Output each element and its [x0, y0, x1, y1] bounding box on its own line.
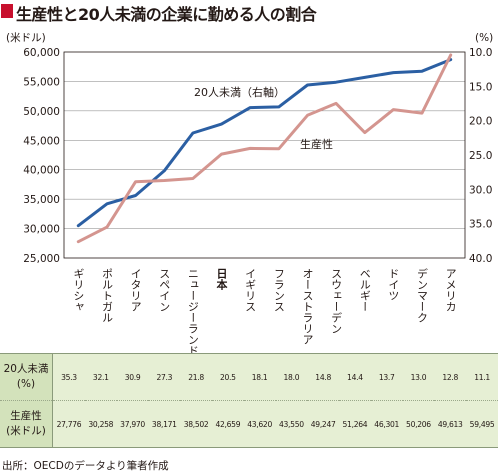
right-tick-label: 40.0 — [469, 253, 492, 265]
table-cell: 38,502 — [180, 400, 212, 448]
table-row-small-firm-share: 20人未満 (%) 35.3 32.1 30.9 27.3 21.8 20.5 … — [0, 353, 498, 401]
table-cell: 11.1 — [466, 353, 498, 401]
table-cell: 46,301 — [370, 400, 403, 448]
title-marker — [1, 4, 13, 18]
right-tick-label: 15.0 — [469, 81, 492, 93]
series-label-small-firm-share: 20人未満（右軸） — [194, 85, 285, 99]
table-cell: 18.1 — [243, 353, 276, 401]
left-tick-label: 35,000 — [23, 194, 60, 206]
table-cell: 38,171 — [148, 400, 181, 448]
data-table: 20人未満 (%) 35.3 32.1 30.9 27.3 21.8 20.5 … — [0, 353, 498, 448]
table-cell: 14.4 — [339, 353, 371, 401]
category-label: 日本 — [215, 268, 228, 291]
right-tick-label: 35.0 — [469, 219, 492, 231]
category-label: ポルトガル — [100, 268, 113, 323]
left-tick-label: 25,000 — [23, 253, 60, 265]
category-label: ニュージーランド — [186, 268, 199, 353]
plot-frame — [63, 51, 466, 259]
series-label-productivity: 生産性 — [300, 137, 333, 151]
chart-title: 生産性と20人未満の企業に勤める人の割合 — [16, 5, 317, 24]
series-line-productivity — [76, 53, 453, 244]
chart: 25,000 30,000 35,000 40,000 45,000 50,000 55,0… — [6, 31, 493, 353]
table-cell: 43,620 — [243, 400, 276, 448]
category-label: ギリシャ — [72, 268, 85, 312]
table-cell: 59,495 — [466, 400, 498, 448]
left-axis-unit: (米ドル) — [6, 31, 46, 44]
table-row-productivity: 生産性 (米ドル) 27,776 30,258 37,970 38,171 38… — [0, 400, 498, 448]
table-cell: 12.8 — [434, 353, 467, 401]
title-bar: 生産性と20人未満の企業に勤める人の割合 — [0, 0, 500, 24]
table-row-header: 生産性 (米ドル) — [0, 400, 53, 448]
table-cell: 30.9 — [116, 353, 149, 401]
category-label: アメリカ — [444, 268, 457, 312]
table-cell: 20.5 — [211, 353, 244, 401]
table-cell: 43,550 — [275, 400, 308, 448]
right-tick-label: 20.0 — [469, 116, 492, 128]
table-cell: 18.0 — [275, 353, 308, 401]
category-label: オーストラリア — [301, 268, 314, 345]
left-tick-label: 50,000 — [23, 106, 60, 118]
left-tick-label: 60,000 — [23, 47, 60, 59]
right-tick-label: 30.0 — [469, 184, 492, 196]
table-cell: 27,776 — [52, 400, 85, 448]
left-tick-label: 45,000 — [23, 135, 60, 147]
table-cell: 50,206 — [402, 400, 435, 448]
right-tick-label: 10.0 — [469, 47, 492, 59]
table-cell: 13.7 — [370, 353, 403, 401]
table-cell: 32.1 — [84, 353, 117, 401]
table-cell: 42,659 — [211, 400, 244, 448]
table-cell: 49,613 — [434, 400, 467, 448]
category-label: イギリス — [244, 268, 257, 312]
table-cell: 37,970 — [116, 400, 149, 448]
category-label: スペイン — [158, 268, 171, 312]
category-label: フランス — [272, 268, 285, 312]
table-cell: 51,264 — [339, 400, 371, 448]
table-cell: 14.8 — [307, 353, 340, 401]
table-cell: 21.8 — [180, 353, 212, 401]
left-tick-label: 30,000 — [23, 224, 60, 236]
table-row-header: 20人未満 (%) — [0, 353, 53, 401]
right-tick-label: 25.0 — [469, 150, 492, 162]
category-label: デンマーク — [416, 267, 429, 323]
series-line-small-firm-share — [76, 58, 453, 228]
left-tick-label: 40,000 — [23, 165, 60, 177]
category-label: ドイツ — [387, 268, 400, 301]
category-label: スウェーデン — [330, 268, 343, 334]
source-note: 出所：OECDのデータより筆者作成 — [2, 460, 169, 472]
table-cell: 13.0 — [402, 353, 435, 401]
category-label: ベルギー — [358, 268, 371, 312]
right-axis-unit: (%) — [475, 32, 493, 44]
table-cell: 35.3 — [52, 353, 85, 401]
left-tick-label: 55,000 — [23, 76, 60, 88]
table-cell: 49,247 — [307, 400, 340, 448]
table-cell: 30,258 — [84, 400, 117, 448]
table-cell: 27.3 — [148, 353, 181, 401]
category-label: イタリア — [129, 268, 142, 312]
